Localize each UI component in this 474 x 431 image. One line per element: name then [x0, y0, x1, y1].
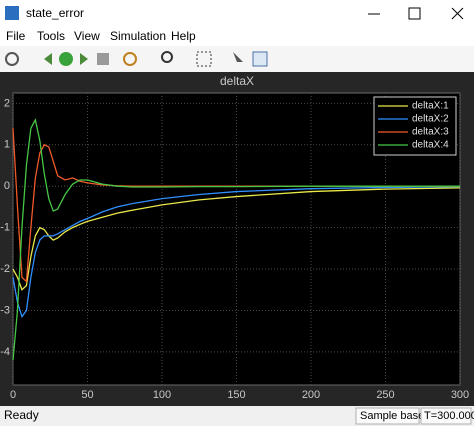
- x-tick-label: 250: [376, 389, 394, 401]
- y-tick-label: 1: [4, 139, 10, 151]
- series-line: [12, 187, 461, 291]
- legend-label: deltaX:3: [412, 127, 449, 138]
- app-icon: [5, 6, 19, 20]
- autoscale-button[interactable]: [196, 51, 212, 67]
- menu-item[interactable]: Simulation: [110, 29, 166, 43]
- status-box: [355, 407, 420, 425]
- y-tick-label: 2: [4, 97, 10, 109]
- cursor-button[interactable]: [233, 52, 243, 62]
- menu-item[interactable]: Help: [171, 29, 196, 43]
- y-tick-label: -2: [0, 263, 10, 275]
- x-tick-label: 100: [153, 389, 171, 401]
- y-tick-label: -4: [0, 346, 10, 358]
- x-tick-label: 150: [227, 389, 245, 401]
- menu-item[interactable]: Tools: [37, 29, 65, 43]
- x-tick-label: 50: [81, 389, 93, 401]
- series-line: [12, 185, 461, 319]
- title-bar: [0, 0, 474, 28]
- status-box: [420, 407, 472, 425]
- highlight-button[interactable]: [123, 52, 137, 66]
- legend-label: deltaX:4: [412, 140, 449, 151]
- toolbar-icons: [5, 51, 268, 67]
- y-tick-label: -1: [0, 222, 10, 234]
- menu-bar: [0, 28, 474, 46]
- window-title: state_error: [26, 6, 84, 20]
- y-tick-label: -3: [0, 304, 10, 316]
- legend-label: deltaX:1: [412, 101, 449, 112]
- style-button[interactable]: [252, 51, 268, 67]
- chart-title: deltaX: [220, 74, 254, 88]
- sim-time: T=300.000: [424, 410, 474, 422]
- maximize-button[interactable]: [408, 7, 421, 20]
- run-button[interactable]: [59, 52, 73, 66]
- menu-item[interactable]: View: [74, 29, 100, 43]
- stop-button[interactable]: [97, 53, 109, 65]
- x-tick-label: 0: [10, 389, 16, 401]
- series-line: [12, 118, 460, 361]
- step-back-button[interactable]: [44, 53, 52, 65]
- y-tick-label: 0: [4, 180, 10, 192]
- legend-label: deltaX:2: [412, 114, 449, 125]
- x-tick-label: 200: [302, 389, 320, 401]
- menu-item[interactable]: File: [6, 29, 26, 43]
- sample-mode: Sample based: [360, 410, 430, 422]
- settings-button[interactable]: [5, 52, 19, 66]
- x-tick-label: 300: [451, 389, 469, 401]
- step-forward-button[interactable]: [80, 53, 88, 65]
- status-text: Ready: [4, 408, 39, 422]
- close-button[interactable]: [451, 7, 464, 20]
- zoom-button[interactable]: [161, 51, 173, 63]
